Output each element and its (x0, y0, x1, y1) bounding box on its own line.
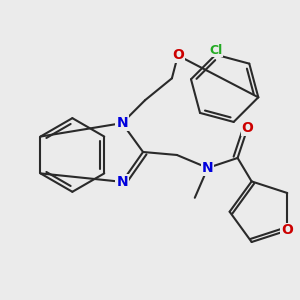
Text: N: N (116, 175, 128, 189)
Text: N: N (116, 116, 128, 130)
Text: Cl: Cl (209, 44, 222, 57)
Text: N: N (202, 161, 214, 175)
Text: O: O (281, 224, 293, 237)
Text: O: O (172, 48, 184, 62)
Text: O: O (242, 121, 254, 135)
